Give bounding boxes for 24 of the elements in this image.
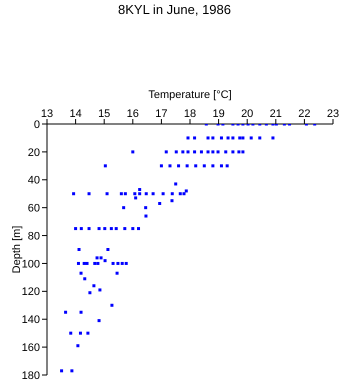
y-tick-label: 180 xyxy=(22,370,40,382)
y-tick-label: 60 xyxy=(28,202,40,215)
x-axis-title: Temperature [°C] xyxy=(148,88,232,101)
x-tick-label: 17 xyxy=(155,108,168,120)
x-tick-label: 20 xyxy=(241,108,254,120)
y-tick-label: 40 xyxy=(28,174,40,187)
x-tick-label: 15 xyxy=(98,108,110,120)
x-tick-label: 21 xyxy=(270,108,282,120)
y-tick-label: 160 xyxy=(22,342,40,354)
y-tick-label: 100 xyxy=(22,258,40,270)
y-tick-label: 120 xyxy=(22,286,40,298)
x-tick-label: 16 xyxy=(126,108,139,120)
y-tick-label: 20 xyxy=(28,146,40,159)
x-tick-label: 23 xyxy=(326,108,340,120)
x-tick-label: 22 xyxy=(298,108,311,120)
x-tick-label: 13 xyxy=(40,108,54,120)
y-axis-title: Depth [m] xyxy=(11,226,23,274)
y-tick-label: 0 xyxy=(34,118,40,131)
chart-title: 8KYL in June, 1986 xyxy=(117,2,232,17)
x-tick-label: 19 xyxy=(212,108,225,120)
x-tick-label: 14 xyxy=(69,108,82,120)
y-tick-label: 80 xyxy=(28,230,40,242)
y-tick-label: 140 xyxy=(22,314,40,326)
x-tick-label: 18 xyxy=(184,108,196,120)
